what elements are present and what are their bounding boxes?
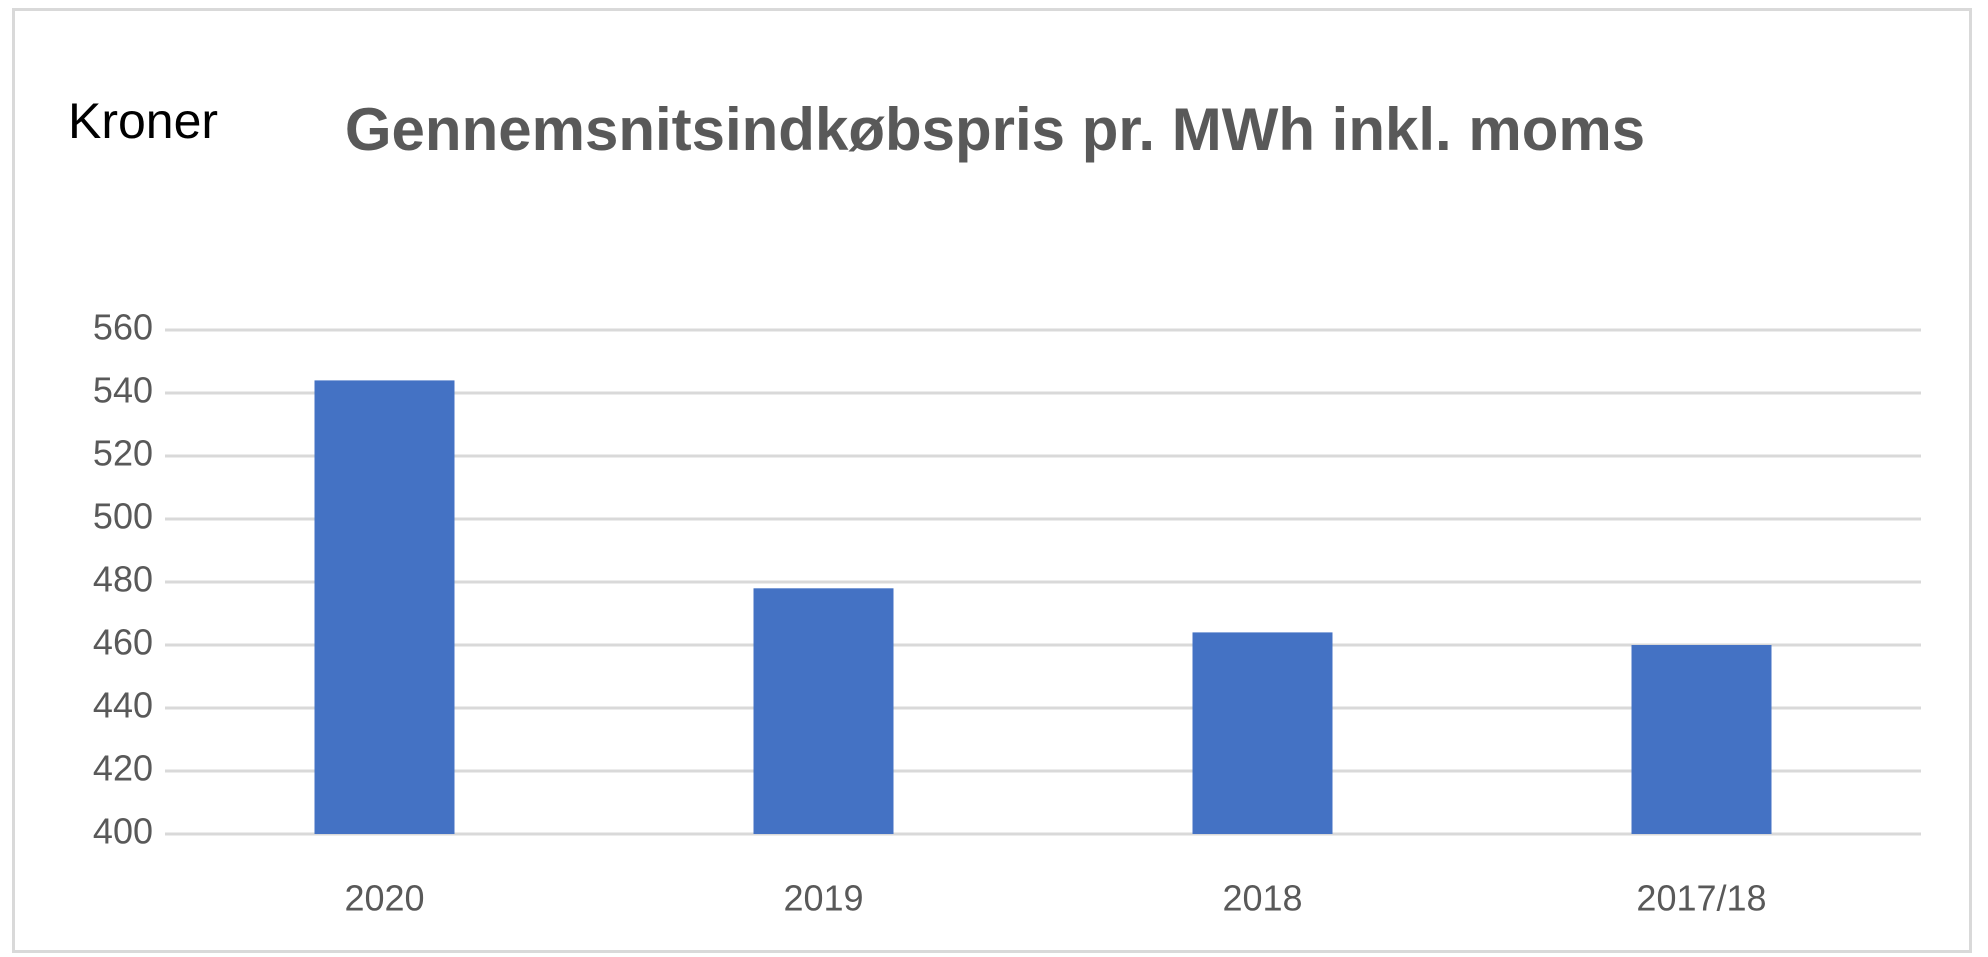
x-tick-label: 2020 <box>344 878 424 919</box>
bar <box>1631 645 1772 834</box>
y-tick-label: 460 <box>93 622 153 663</box>
chart-frame <box>12 8 1972 953</box>
bar <box>753 588 894 834</box>
y-axis-label: Kroner <box>68 93 219 149</box>
y-tick-label: 480 <box>93 559 153 600</box>
bar <box>1192 632 1333 834</box>
bar <box>314 380 455 834</box>
chart-title: Gennemsnitsindkøbspris pr. MWh inkl. mom… <box>344 96 1646 163</box>
x-tick-label: 2017/18 <box>1636 878 1766 919</box>
y-tick-label: 400 <box>93 811 153 852</box>
y-tick-label: 520 <box>93 433 153 474</box>
y-tick-label: 500 <box>93 496 153 537</box>
x-tick-label: 2018 <box>1222 878 1302 919</box>
x-tick-label: 2019 <box>783 878 863 919</box>
y-tick-label: 540 <box>93 370 153 411</box>
y-tick-label: 560 <box>93 307 153 348</box>
y-tick-label: 440 <box>93 685 153 726</box>
y-tick-label: 420 <box>93 748 153 789</box>
